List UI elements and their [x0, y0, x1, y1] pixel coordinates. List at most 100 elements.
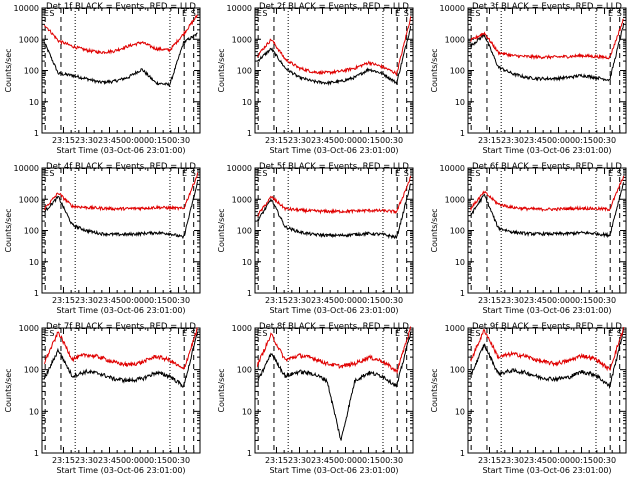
x-tick-label: 00:30 — [167, 456, 190, 465]
plot-frame — [254, 7, 414, 134]
marker-letter: E — [182, 169, 187, 178]
detector-plot-1: Det 1f BLACK = Events, RED = LLD 1 10 100 10… — [4, 2, 201, 155]
y-tick-label: 1 — [247, 129, 252, 138]
y-tick-label: 1000 — [232, 195, 252, 204]
x-tick-label: 23:45 — [524, 296, 547, 305]
x-tick-label: 00:15 — [357, 136, 380, 145]
marker-letter: S — [191, 169, 196, 178]
y-tick-label: 10000 — [227, 4, 252, 13]
marker-letter: E — [395, 169, 400, 178]
x-tick-label: 23:45 — [524, 136, 547, 145]
y-tick-label: 10000 — [227, 164, 252, 173]
x-tick-label: 00:00 — [334, 136, 357, 145]
plot-title: Det 3f BLACK = Events, RED = LLD — [472, 2, 622, 12]
y-tick-label: 10 — [29, 98, 39, 107]
marker-letter: S — [262, 9, 267, 18]
marker-letter: E — [257, 169, 262, 178]
events-series-line — [470, 182, 625, 239]
y-tick-label: 10000 — [440, 164, 465, 173]
x-tick-label: 00:30 — [593, 296, 616, 305]
lld-series-line — [256, 326, 412, 375]
y-tick-label: 1000 — [445, 35, 465, 44]
x-tick-label: 23:30 — [75, 456, 98, 465]
x-tick-label: 00:00 — [121, 296, 144, 305]
x-tick-label: 23:45 — [311, 136, 334, 145]
plot-title: Det 2f BLACK = Events, RED = LLD — [259, 2, 409, 12]
marker-letter: S — [617, 169, 622, 178]
y-tick-label: 1000 — [232, 35, 252, 44]
y-axis-label: Counts/sec — [430, 368, 439, 412]
y-tick-label: 1 — [460, 449, 465, 458]
x-tick-label: 00:15 — [144, 136, 167, 145]
y-tick-label: 100 — [450, 67, 465, 76]
events-series-line — [257, 26, 412, 87]
x-tick-label: 00:15 — [357, 296, 380, 305]
lld-series-line — [469, 175, 625, 212]
marker-letter: S — [404, 169, 409, 178]
lld-series-line — [257, 16, 412, 77]
x-tick-label: 23:15 — [52, 296, 75, 305]
detector-plot-6: Det 6f BLACK = Events, RED = LLD 1 10 100 10… — [430, 162, 627, 315]
plot-title: Det 7f BLACK = Events, RED = LLD — [46, 322, 196, 332]
y-tick-label: 1000 — [445, 324, 465, 333]
events-series-line — [257, 332, 412, 441]
y-axis-label: Counts/sec — [217, 48, 226, 92]
plot-title: Det 8f BLACK = Events, RED = LLD — [259, 322, 409, 332]
y-tick-label: 100 — [24, 366, 39, 375]
y-tick-label: 10 — [242, 407, 252, 416]
y-tick-label: 10000 — [14, 4, 39, 13]
marker-letter: S — [49, 169, 54, 178]
detector-plot-2: Det 2f BLACK = Events, RED = LLD 1 10 100 10… — [217, 2, 414, 155]
marker-letter: S — [475, 329, 480, 338]
x-tick-label: 00:30 — [593, 456, 616, 465]
x-tick-label: 23:30 — [501, 136, 524, 145]
y-tick-label: 100 — [24, 67, 39, 76]
events-series-line — [256, 183, 412, 240]
y-tick-label: 10000 — [14, 164, 39, 173]
plot-title: Det 4f BLACK = Events, RED = LLD — [46, 162, 196, 172]
marker-letter: S — [404, 9, 409, 18]
y-tick-label: 10 — [242, 98, 252, 107]
x-tick-label: 00:30 — [380, 456, 403, 465]
plot-frame — [467, 7, 627, 134]
events-series-line — [43, 32, 198, 88]
y-axis-label: Counts/sec — [4, 48, 13, 92]
x-tick-label: 23:45 — [98, 456, 121, 465]
lld-series-line — [469, 326, 625, 372]
detector-plot-3: Det 3f BLACK = Events, RED = LLD 1 10 100 10… — [430, 2, 627, 155]
marker-letter: E — [608, 329, 613, 338]
y-tick-label: 1000 — [232, 324, 252, 333]
x-axis-label: Start Time (03-Oct-06 23:01:00) — [56, 466, 185, 475]
detector-plot-5: Det 5f BLACK = Events, RED = LLD 1 10 100 10… — [217, 162, 414, 315]
x-tick-label: 00:15 — [570, 296, 593, 305]
plot-title: Det 5f BLACK = Events, RED = LLD — [259, 162, 409, 172]
x-tick-label: 00:30 — [380, 296, 403, 305]
marker-letter: E — [44, 9, 49, 18]
y-tick-label: 100 — [450, 227, 465, 236]
x-tick-label: 00:00 — [121, 136, 144, 145]
x-tick-label: 23:30 — [288, 136, 311, 145]
marker-letter: S — [617, 329, 622, 338]
lld-series-line — [257, 175, 412, 217]
x-tick-label: 23:45 — [311, 456, 334, 465]
y-tick-label: 1000 — [19, 324, 39, 333]
y-tick-label: 10 — [29, 258, 39, 267]
y-tick-label: 1 — [247, 289, 252, 298]
x-tick-label: 00:00 — [547, 136, 570, 145]
marker-letter: S — [191, 329, 196, 338]
x-tick-label: 00:30 — [167, 296, 190, 305]
x-axis-label: Start Time (03-Oct-06 23:01:00) — [56, 306, 185, 315]
plot-frame — [254, 327, 414, 454]
x-axis-label: Start Time (03-Oct-06 23:01:00) — [482, 466, 611, 475]
marker-letter: S — [49, 9, 54, 18]
marker-letter: E — [395, 9, 400, 18]
x-tick-label: 23:45 — [98, 136, 121, 145]
marker-letter: S — [262, 169, 267, 178]
x-axis-label: Start Time (03-Oct-06 23:01:00) — [482, 146, 611, 155]
x-tick-label: 00:30 — [380, 136, 403, 145]
x-axis-label: Start Time (03-Oct-06 23:01:00) — [56, 146, 185, 155]
y-tick-label: 1 — [460, 129, 465, 138]
marker-letter: E — [470, 329, 475, 338]
y-tick-label: 100 — [237, 366, 252, 375]
